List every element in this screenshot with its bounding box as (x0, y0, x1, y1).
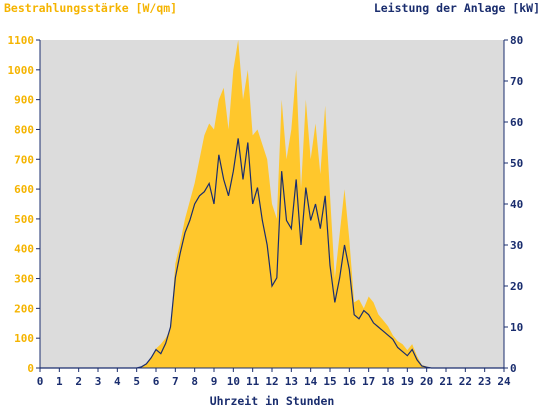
x-tick-label: 15 (323, 375, 336, 388)
left-tick-label: 900 (14, 94, 34, 107)
x-tick-label: 18 (381, 375, 394, 388)
x-tick-label: 9 (211, 375, 218, 388)
x-tick-label: 17 (362, 375, 375, 388)
x-tick-label: 21 (439, 375, 453, 388)
x-tick-label: 13 (285, 375, 298, 388)
left-tick-label: 1100 (8, 34, 35, 47)
right-tick-label: 60 (510, 116, 523, 129)
right-tick-label: 30 (510, 239, 523, 252)
x-tick-label: 7 (172, 375, 179, 388)
x-tick-label: 3 (95, 375, 102, 388)
x-tick-label: 24 (497, 375, 511, 388)
left-tick-label: 600 (14, 183, 34, 196)
tick-labels: 0 1 2 3 4 5 6 7 8 9 10 11 12 13 14 15 16 17 18 19 20 21 22 23 24… (8, 34, 524, 388)
right-tick-label: 10 (510, 321, 523, 334)
right-tick-label: 20 (510, 280, 523, 293)
left-axis-title: Bestrahlungsstärke [W/qm] (4, 1, 178, 15)
x-tick-label: 8 (191, 375, 198, 388)
x-tick-label: 5 (133, 375, 140, 388)
x-tick-label: 2 (75, 375, 82, 388)
power-line (40, 138, 504, 369)
right-tick-label: 70 (510, 75, 523, 88)
x-tick-label: 16 (343, 375, 357, 388)
right-tick-label: 80 (510, 34, 523, 47)
left-tick-label: 400 (14, 243, 34, 256)
irradiance-area-layer (136, 40, 432, 368)
x-tick-label: 10 (227, 375, 240, 388)
left-tick-label: 100 (14, 332, 34, 345)
left-tick-label: 300 (14, 273, 34, 286)
x-tick-label: 11 (246, 375, 260, 388)
x-axis-title: Uhrzeit in Stunden (209, 394, 335, 408)
x-tick-label: 23 (478, 375, 491, 388)
x-tick-label: 0 (37, 375, 44, 388)
x-tick-label: 6 (153, 375, 160, 388)
right-tick-label: 0 (510, 362, 517, 375)
x-tick-label: 20 (420, 375, 433, 388)
x-tick-label: 1 (56, 375, 63, 388)
left-tick-label: 1000 (8, 64, 35, 77)
power-line-layer (40, 138, 504, 369)
x-tick-label: 14 (304, 375, 318, 388)
right-axis-title: Leistung der Anlage [kW] (373, 1, 540, 15)
right-tick-label: 40 (510, 198, 523, 211)
x-tick-label: 4 (114, 375, 121, 388)
irradiance-area (136, 40, 432, 368)
left-tick-label: 700 (14, 153, 34, 166)
x-tick-label: 12 (265, 375, 278, 388)
left-tick-label: 800 (14, 123, 34, 136)
right-tick-label: 50 (510, 157, 523, 170)
left-tick-label: 500 (14, 213, 34, 226)
x-tick-label: 19 (401, 375, 414, 388)
left-tick-label: 0 (27, 362, 34, 375)
left-tick-label: 200 (14, 302, 34, 315)
x-tick-label: 22 (459, 375, 472, 388)
